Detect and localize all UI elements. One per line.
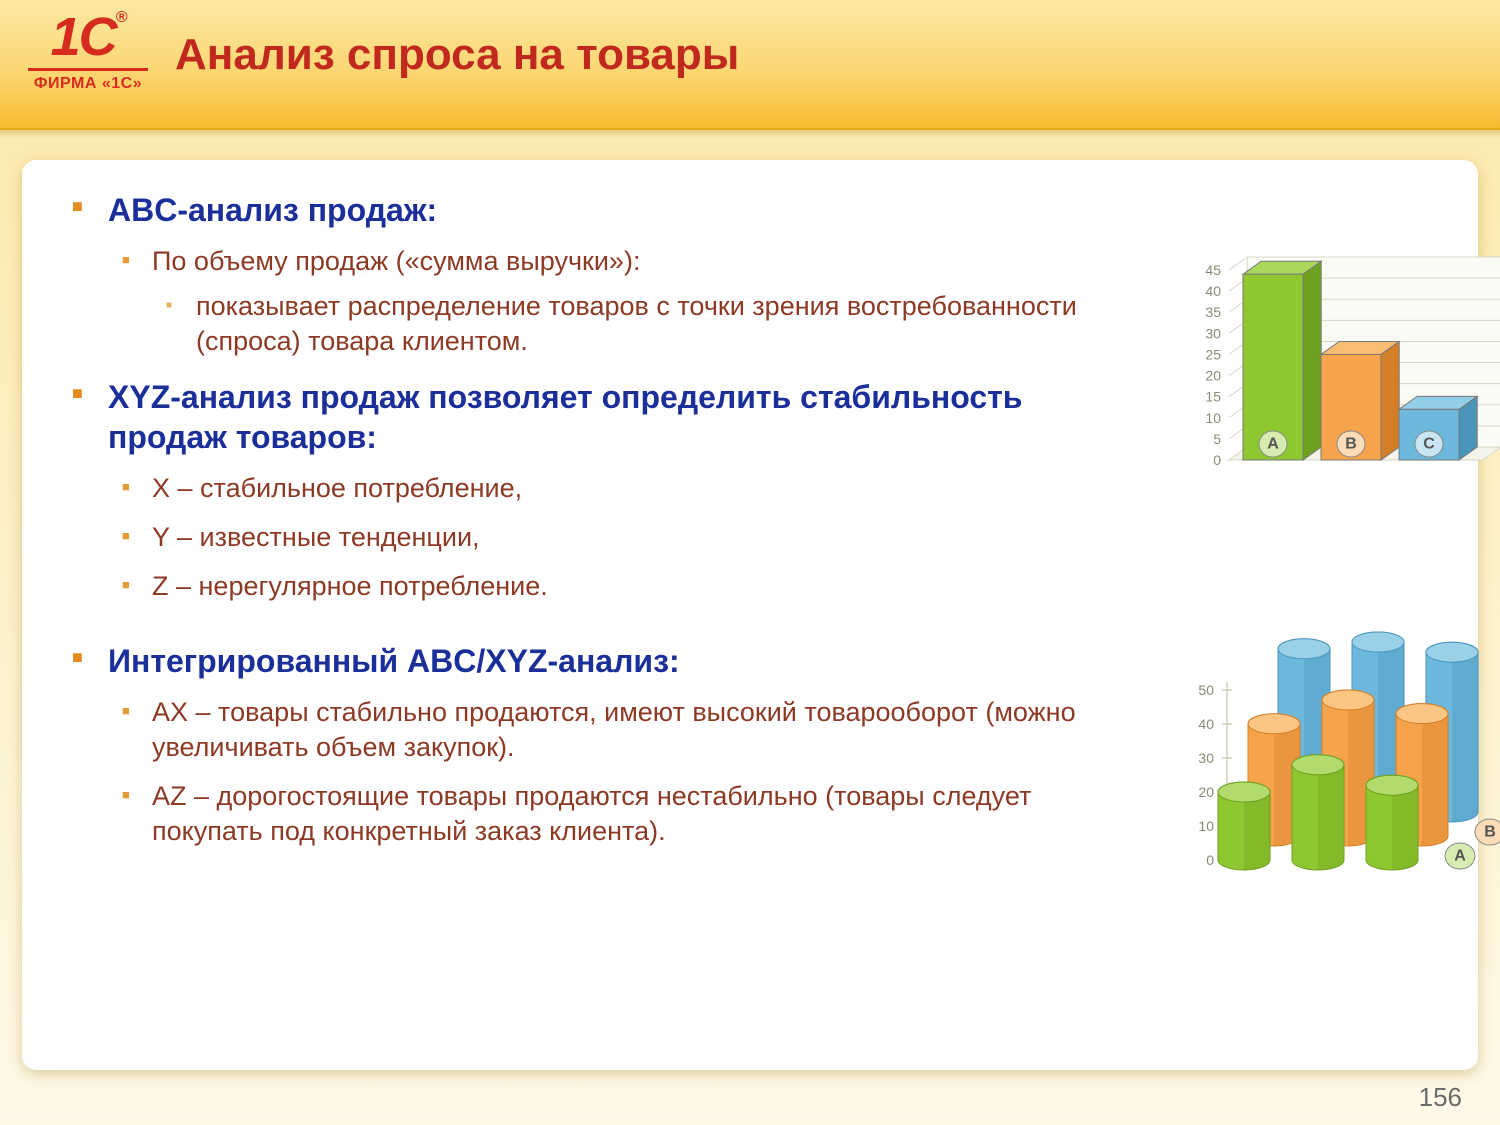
svg-text:0: 0 <box>1206 852 1214 868</box>
svg-text:10: 10 <box>1205 410 1221 426</box>
section1-heading: ABC-анализ продаж: <box>108 190 1139 230</box>
content-card: ABC-анализ продаж: По объему продаж («су… <box>22 160 1478 1070</box>
svg-text:50: 50 <box>1198 682 1214 698</box>
section3-ax: AX – товары стабильно продаются, имеют в… <box>108 695 1139 765</box>
section1-sub1: По объему продаж («сумма выручки»): <box>152 246 640 276</box>
svg-text:25: 25 <box>1205 346 1221 362</box>
svg-text:C: C <box>1423 436 1435 453</box>
section2-heading: XYZ-анализ продаж позволяет определить с… <box>108 377 1139 457</box>
svg-text:20: 20 <box>1205 368 1221 384</box>
section3-az: AZ – дорогостоящие товары продаются нест… <box>108 779 1139 849</box>
page-number: 156 <box>1419 1082 1462 1113</box>
svg-text:30: 30 <box>1205 325 1221 341</box>
logo-subtitle: ФИРМА «1С» <box>28 75 148 93</box>
logo-registered: ® <box>116 9 126 26</box>
section2-y: Y – известные тенденции, <box>108 520 1139 555</box>
page-title: Анализ спроса на товары <box>175 30 739 80</box>
section2-x: X – стабильное потребление, <box>108 471 1139 506</box>
svg-text:0: 0 <box>1213 452 1221 468</box>
svg-text:A: A <box>1267 436 1279 453</box>
section3-heading: Интегрированный ABC/XYZ-анализ: <box>108 641 1139 681</box>
section1-sub1-sub1: показывает распределение товаров с точки… <box>152 289 1139 359</box>
content-left: ABC-анализ продаж: По объему продаж («су… <box>62 190 1149 1040</box>
svg-text:B: B <box>1484 824 1496 841</box>
svg-text:35: 35 <box>1205 304 1221 320</box>
abc-xyz-cylinder-chart: 01020304050ABC <box>1149 630 1500 900</box>
svg-text:30: 30 <box>1198 750 1214 766</box>
abc-bar-chart: 0 5 10 15 20 25 30 35 40 45 A B C <box>1169 250 1500 500</box>
content-right: 051015202530354045ABC 01020304050ABC <box>1149 190 1438 1040</box>
section2-z: Z – нерегулярное потребление. <box>108 569 1139 604</box>
svg-text:45: 45 <box>1205 262 1221 278</box>
logo-mark: 1C <box>51 7 116 67</box>
svg-text:15: 15 <box>1205 389 1221 405</box>
svg-text:5: 5 <box>1213 431 1221 447</box>
svg-text:40: 40 <box>1205 283 1221 299</box>
svg-text:B: B <box>1345 436 1357 453</box>
logo-1c: 1C® ФИРМА «1С» <box>28 10 148 93</box>
svg-text:20: 20 <box>1198 784 1214 800</box>
svg-text:10: 10 <box>1198 818 1214 834</box>
header-shadow <box>0 130 1500 138</box>
svg-text:40: 40 <box>1198 716 1214 732</box>
svg-text:A: A <box>1454 848 1466 865</box>
